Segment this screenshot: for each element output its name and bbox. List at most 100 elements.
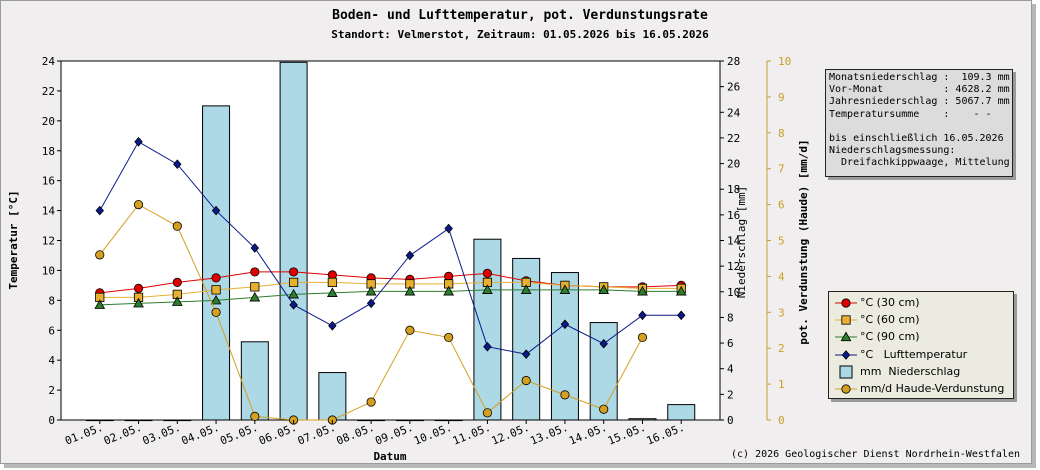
legend-item: mm Niederschlag <box>829 364 1013 381</box>
legend-item: °C Lufttemperatur <box>829 347 1013 364</box>
x-tick-label: 14.05. <box>567 421 609 448</box>
data-point <box>328 320 337 331</box>
chart-subtitle: Standort: Velmerstot, Zeitraum: 01.05.20… <box>331 28 709 41</box>
y-left-tick-label: 22 <box>42 85 55 98</box>
y-right2-tick-label: 4 <box>778 270 785 283</box>
info-box: Monatsniederschlag : 109.3 mm Vor-Monat :… <box>825 69 1013 177</box>
precip-bar <box>473 238 502 421</box>
legend-item: °C (60 cm) <box>829 312 1013 329</box>
precip-bar <box>202 105 231 421</box>
data-point <box>327 277 337 287</box>
data-point <box>599 338 608 349</box>
data-point <box>211 285 221 295</box>
x-axis-label: Datum <box>373 450 406 463</box>
data-point <box>210 294 222 305</box>
y-right1-tick-label: 20 <box>727 158 740 171</box>
legend-item: °C (30 cm) <box>829 295 1013 312</box>
data-point <box>172 221 182 231</box>
legend-label: °C (60 cm) <box>860 313 920 327</box>
data-point <box>366 397 376 407</box>
y-left-tick-label: 16 <box>42 175 55 188</box>
data-point <box>134 136 143 147</box>
data-point <box>521 349 531 359</box>
y-left-tick-label: 2 <box>48 384 55 397</box>
legend-marker <box>841 315 851 325</box>
data-point <box>326 287 338 297</box>
series-line <box>99 289 682 306</box>
y-right1-tick-label: 0 <box>727 414 734 427</box>
data-point <box>133 283 144 293</box>
data-point <box>677 310 686 321</box>
y-right2-tick-label: 8 <box>778 127 785 140</box>
x-tick-label: 10.05. <box>412 421 454 448</box>
y-left-tick-label: 12 <box>42 235 55 248</box>
y-axis-right2-label: pot. Verdunstung (Haude) [mm/d] <box>797 139 810 344</box>
y-right1-tick-label: 16 <box>727 209 740 222</box>
y-right1-tick-label: 22 <box>727 132 740 145</box>
legend-marker <box>841 298 851 308</box>
y-left-tick-label: 20 <box>42 115 55 128</box>
y-right1-tick-label: 6 <box>727 337 734 350</box>
precip-bar <box>628 418 657 421</box>
data-point <box>443 285 455 296</box>
data-point <box>405 325 415 335</box>
data-point <box>560 319 570 330</box>
data-point <box>289 300 298 310</box>
legend-symbol <box>835 349 857 360</box>
precip-bar <box>667 404 696 421</box>
y-right2-tick-label: 1 <box>778 378 785 391</box>
series-line <box>99 281 682 298</box>
legend-symbol <box>835 384 857 394</box>
data-point <box>288 277 299 287</box>
x-tick-label: 16.05. <box>645 421 687 448</box>
x-tick-label: 02.05. <box>102 421 144 448</box>
data-point <box>95 250 105 260</box>
precip-bar <box>318 372 347 421</box>
legend-marker <box>840 331 852 342</box>
x-tick-label: 04.05. <box>179 421 221 448</box>
data-point <box>599 404 609 414</box>
y-left-tick-label: 6 <box>48 324 55 337</box>
data-point <box>173 159 182 170</box>
x-tick-label: 15.05. <box>606 421 648 448</box>
y-left-tick-label: 8 <box>48 294 55 307</box>
data-point <box>250 243 260 253</box>
x-tick-label: 07.05. <box>296 421 338 448</box>
y-right2-tick-label: 2 <box>778 342 785 355</box>
data-point <box>520 284 532 294</box>
data-point <box>560 390 570 400</box>
x-tick-label: 06.05. <box>257 421 299 448</box>
info-line: Jahresniederschlag : 5067.7 mm <box>829 96 1010 108</box>
data-point <box>250 411 260 422</box>
x-tick-label: 01.05. <box>63 421 105 448</box>
legend-item: °C (90 cm) <box>829 329 1013 346</box>
data-point <box>95 205 104 216</box>
data-point <box>482 408 493 418</box>
data-point <box>444 223 453 234</box>
legend-label: °C Lufttemperatur <box>860 347 968 361</box>
legend-symbol <box>835 331 857 342</box>
data-point <box>405 250 415 261</box>
info-line <box>829 121 1012 133</box>
data-point <box>365 285 377 296</box>
y-right2-tick-label: 10 <box>778 55 791 68</box>
info-line: Dreifachkippwaage, Mittelung <box>829 157 1010 169</box>
data-point <box>482 284 493 294</box>
legend-symbol <box>835 315 857 325</box>
legend-swatch <box>839 365 853 379</box>
y-right1-tick-label: 10 <box>727 286 740 299</box>
y-axis-right1-label: Niederschlag [mm] <box>735 186 748 299</box>
data-point <box>675 285 687 296</box>
y-right2-tick-label: 6 <box>778 199 785 212</box>
legend: °C (30 cm) °C (60 cm) °C (90 cm) °C Lufttem… <box>828 291 1014 399</box>
data-point <box>521 375 531 386</box>
data-point <box>94 299 106 309</box>
legend-label: °C (90 cm) <box>860 330 920 344</box>
info-line: bis einschließlich 16.05.2026 <box>829 132 1004 144</box>
y-right2-tick-label: 9 <box>778 91 785 104</box>
y-right2-tick-label: 5 <box>778 235 785 248</box>
data-point <box>598 284 610 294</box>
info-line: Niederschlagsmessung: <box>829 145 956 157</box>
data-point <box>444 332 454 343</box>
y-left-tick-label: 18 <box>42 145 55 158</box>
